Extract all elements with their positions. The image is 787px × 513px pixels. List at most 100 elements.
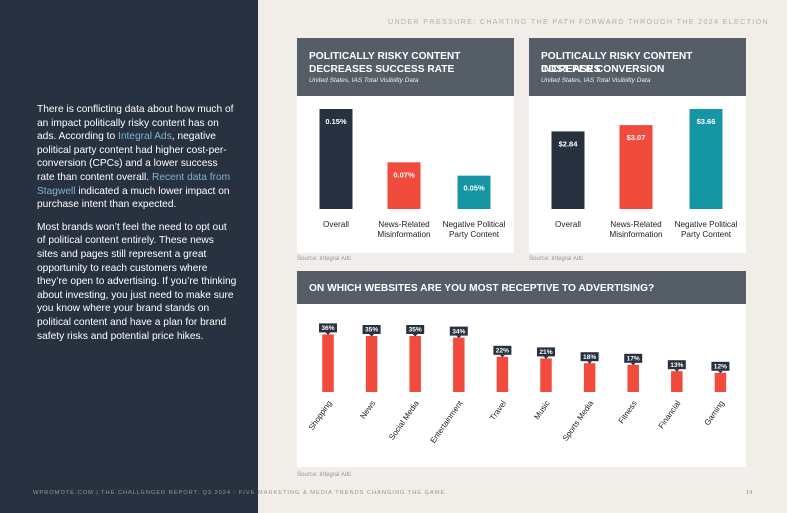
footer-text: WPROMOTE.COM | THE CHALLENGER REPORT: Q3…: [33, 490, 446, 496]
data-label-badge: [667, 360, 686, 370]
category-label: News: [358, 399, 377, 421]
category-label: Misinformation: [377, 230, 431, 239]
data-label: 35%: [409, 327, 422, 334]
bar: [689, 109, 723, 209]
data-label-badge: [406, 325, 425, 334]
chart-title-line1: POLITICALLY RISKY CONTENT: [309, 51, 461, 62]
bar: [714, 372, 727, 392]
chart-header: ON WHICH WEBSITES ARE YOU MOST RECEPTIVE…: [297, 271, 746, 304]
category-label: Fitness: [617, 399, 639, 425]
data-label-pointer: [717, 370, 723, 374]
data-label-pointer: [325, 332, 331, 335]
sidebar-copy: There is conflicting data about how much…: [37, 103, 237, 352]
data-label-pointer: [587, 361, 593, 364]
data-label-pointer: [543, 356, 549, 359]
data-label-badge: [624, 353, 643, 363]
category-label: Misinformation: [609, 230, 663, 239]
bar: [409, 336, 421, 392]
chart-title: ON WHICH WEBSITES ARE YOU MOST RECEPTIVE…: [309, 283, 655, 294]
chart-header: POLITICALLY RISKY CONTENT INCREASES COST…: [529, 38, 746, 96]
data-label: $3.66: [697, 117, 716, 126]
category-label: News-Related: [610, 220, 662, 229]
data-label: 18%: [583, 354, 596, 361]
chart-title-line1: POLITICALLY RISKY CONTENT INCREASES: [541, 51, 693, 75]
data-label-badge: [537, 347, 555, 357]
stagwell-link[interactable]: Recent data from Stagwell: [37, 171, 231, 197]
category-label: Gaming: [703, 399, 726, 427]
category-label: Party Content: [681, 230, 732, 239]
category-label: Music: [532, 399, 551, 421]
bar: [583, 363, 596, 392]
main-content: UNDER PRESSURE: CHARTING THE PATH FORWAR…: [258, 0, 787, 513]
integral-ads-link[interactable]: Integral Ads: [117, 131, 172, 143]
category-label: Negative Political: [443, 220, 506, 229]
data-label: 35%: [365, 327, 378, 334]
chart-subtitle: United States, IAS Total Visibility Data: [309, 77, 419, 84]
data-label-badge: [362, 325, 381, 334]
p1-text-1: There is conflicting data about how much…: [37, 104, 234, 143]
category-label: Social Media: [387, 399, 421, 442]
p1-text-3: indicated a much lower impact on purchas…: [37, 185, 230, 211]
data-label-badge: [493, 345, 512, 355]
data-label-badge: [580, 352, 599, 362]
chart-subtitle: United States, IAS Total Visibility Data: [541, 77, 651, 84]
receptive-websites-chart: 36% Shopping 35% News 35% Social Media 34% Ente…: [307, 323, 730, 445]
category-label: Party Content: [449, 230, 500, 239]
data-label-badge: [449, 326, 468, 336]
data-label: 12%: [714, 364, 727, 371]
success-rate-chart: 0.15% Overall 0.07% News-RelatedMisinformat…: [319, 109, 506, 239]
bar: [453, 337, 465, 392]
chart-source: Source: Integral Ads: [297, 472, 352, 478]
category-label: Overall: [555, 220, 581, 229]
data-label: 34%: [452, 328, 465, 335]
chart-title-line2: COST PER CONVERSION: [541, 64, 665, 75]
sidebar-paragraph-1: There is conflicting data about how much…: [37, 103, 237, 212]
bar: [496, 356, 509, 392]
chart-card-success-rate: POLITICALLY RISKY CONTENT DECREASES SUCC…: [297, 38, 514, 253]
bar: [551, 131, 585, 209]
bar: [319, 109, 353, 209]
bar: [457, 175, 491, 209]
category-label: Entertainment: [428, 398, 464, 445]
data-label-badge: [319, 323, 337, 333]
data-label: 13%: [670, 362, 683, 369]
chart-card-receptive-websites: ON WHICH WEBSITES ARE YOU MOST RECEPTIVE…: [297, 271, 746, 467]
sidebar-panel: There is conflicting data about how much…: [0, 0, 258, 513]
data-label: $2.84: [559, 139, 579, 148]
data-label-pointer: [630, 362, 636, 366]
data-label: 0.07%: [393, 170, 415, 179]
page-number: 14: [746, 490, 753, 496]
data-label: 0.05%: [463, 184, 485, 193]
data-label: 0.15%: [325, 117, 347, 126]
data-label-pointer: [674, 369, 680, 372]
data-label: $3.07: [627, 133, 646, 142]
data-label: 36%: [321, 325, 334, 332]
category-label: Sports Media: [561, 399, 596, 443]
category-label: News-Related: [378, 220, 430, 229]
chart-source: Source: Integral Ads: [297, 256, 352, 262]
chart-source: Source: Integral Ads: [529, 256, 584, 262]
data-label-badge: [711, 361, 730, 371]
chart-header: POLITICALLY RISKY CONTENT DECREASES SUCC…: [297, 38, 514, 96]
category-label: Negative Political: [675, 220, 738, 229]
category-label: Financial: [657, 399, 683, 431]
cost-per-conversion-chart: $2.84 Overall $3.07 News-RelatedMisinformat…: [551, 109, 738, 239]
running-title: UNDER PRESSURE: CHARTING THE PATH FORWAR…: [387, 17, 769, 26]
category-label: Travel: [488, 399, 508, 422]
bar: [627, 364, 639, 392]
sidebar-paragraph-2: Most brands won’t feel the need to opt o…: [37, 221, 237, 342]
p1-text-2: , negative political party content had h…: [37, 131, 227, 183]
data-label-pointer: [412, 334, 418, 337]
data-label: 17%: [627, 356, 640, 363]
category-label: Shopping: [307, 399, 334, 432]
data-label-pointer: [456, 335, 462, 339]
data-label: 22%: [496, 348, 509, 355]
bar: [365, 336, 378, 392]
bar: [322, 334, 334, 392]
chart-title-line2: DECREASES SUCCESS RATE: [309, 64, 455, 75]
bar: [387, 162, 421, 209]
category-label: Overall: [323, 220, 349, 229]
data-label-pointer: [369, 334, 375, 337]
bar: [540, 358, 552, 392]
data-label: 21%: [539, 349, 552, 356]
